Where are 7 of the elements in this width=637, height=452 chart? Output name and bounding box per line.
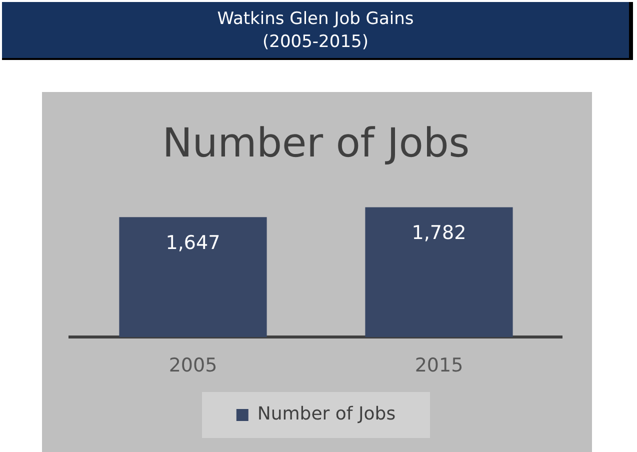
- data-label: 1,782: [412, 222, 466, 244]
- x-tick-label: 2005: [168, 354, 218, 377]
- chart-subtitle: Number of Jobs: [162, 120, 470, 166]
- legend-label: Number of Jobs: [257, 404, 396, 425]
- x-tick-label: 2015: [414, 354, 464, 377]
- chart-title: Watkins Glen Job Gains (2005-2015): [2, 2, 633, 60]
- data-label: 1,647: [166, 232, 220, 254]
